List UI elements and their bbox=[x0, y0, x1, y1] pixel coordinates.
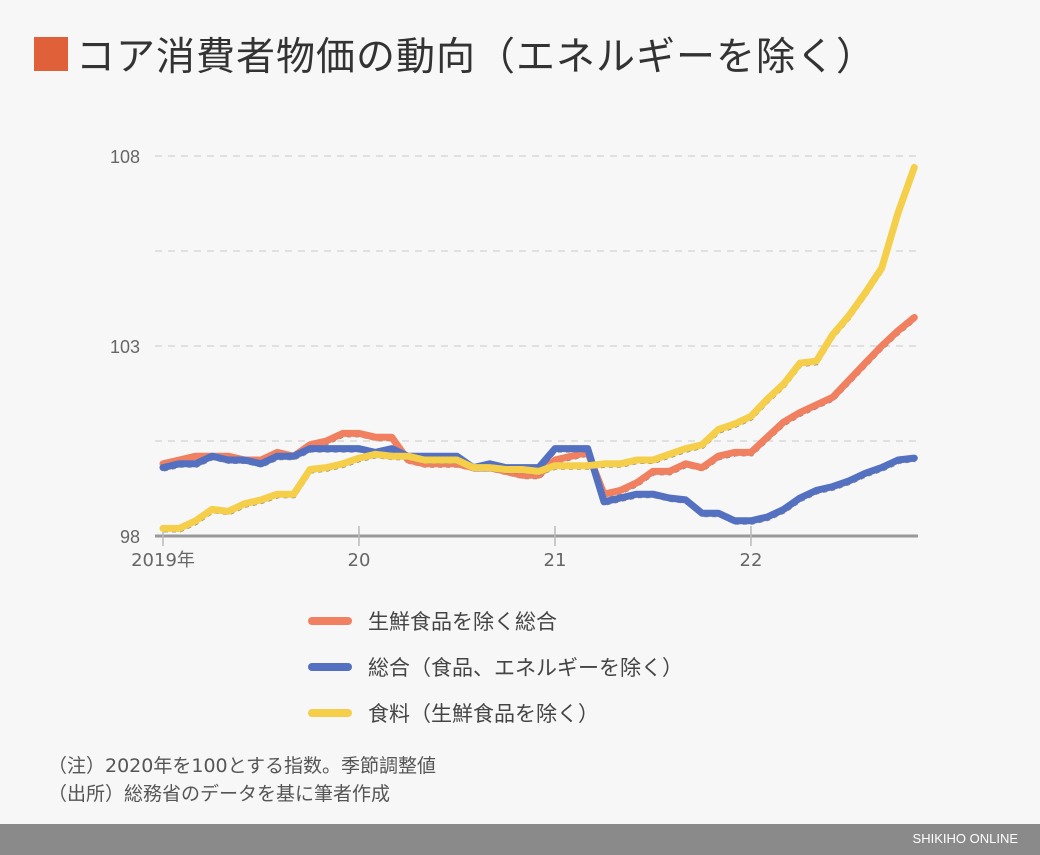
legend-item: 生鮮食品を除く総合 bbox=[308, 598, 683, 644]
legend-swatch-yellow bbox=[308, 709, 352, 717]
series-line-1 bbox=[159, 445, 918, 525]
x-tick-label: 22 bbox=[740, 550, 763, 571]
legend-label: 総合（食品、エネルギーを除く） bbox=[368, 656, 683, 680]
series-line-2 bbox=[159, 163, 918, 532]
legend-item: 食料（生鮮食品を除く） bbox=[308, 690, 683, 736]
chart-title: コア消費者物価の動向（エネルギーを除く） bbox=[34, 26, 876, 82]
y-tick-label: 98 bbox=[120, 527, 140, 547]
y-tick-label: 108 bbox=[110, 147, 140, 167]
legend-item: 総合（食品、エネルギーを除く） bbox=[308, 644, 683, 690]
x-tick-label: 2019年 bbox=[131, 550, 195, 571]
x-tick-label: 21 bbox=[544, 550, 567, 571]
legend-label: 食料（生鮮食品を除く） bbox=[368, 702, 599, 726]
y-tick-label: 103 bbox=[110, 337, 140, 357]
source-line: （出所）総務省のデータを基に筆者作成 bbox=[48, 783, 391, 805]
legend-label: 生鮮食品を除く総合 bbox=[368, 610, 557, 634]
line-chart: 98 103 108 2019年 20 21 22 bbox=[110, 147, 918, 571]
footer-brand: SHIKIHO ONLINE bbox=[912, 831, 1018, 846]
note-line: （注）2020年を100とする指数。季節調整値 bbox=[48, 755, 437, 777]
legend: 生鮮食品を除く総合 総合（食品、エネルギーを除く） 食料（生鮮食品を除く） bbox=[308, 598, 683, 736]
notes: （注）2020年を100とする指数。季節調整値 （出所）総務省のデータを基に筆者… bbox=[48, 752, 436, 808]
title-square-icon bbox=[34, 37, 68, 71]
legend-swatch-blue bbox=[308, 663, 352, 671]
legend-swatch-orange bbox=[308, 617, 352, 625]
x-tick-label: 20 bbox=[348, 550, 371, 571]
title-text: コア消費者物価の動向（エネルギーを除く） bbox=[76, 35, 877, 80]
footer-bar: SHIKIHO ONLINE bbox=[0, 824, 1040, 855]
